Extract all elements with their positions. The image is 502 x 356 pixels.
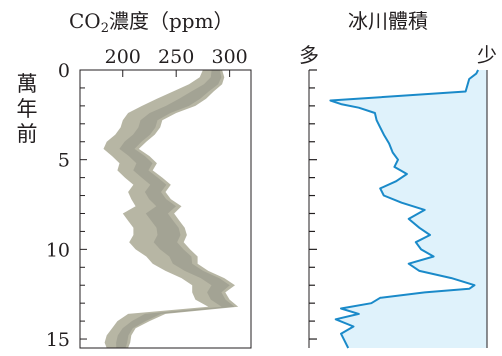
co2-band-core [116,70,235,348]
ice-chart-title: 冰川體積 [348,9,428,33]
co2-y-tick-label: 0 [58,60,70,82]
co2-y-tick-label: 15 [46,329,70,351]
ice-axis-ticks [309,69,317,340]
co2-plot-frame [79,69,252,349]
co2-x-tick-label: 200 [105,46,141,68]
ice-panel: 多 少 [299,43,497,349]
ice-volume-line [329,69,479,349]
ice-axis-label-more: 多 [299,43,319,67]
co2-x-tick-label: 300 [211,46,247,68]
co2-y-tick-label: 5 [58,150,70,172]
co2-x-tick-label: 250 [158,46,194,68]
ice-volume-fill [330,70,487,348]
co2-chart-title: CO2濃度（ppm） [69,9,234,36]
co2-axis-ticks: 200 250 300 0 5 10 15 [46,46,248,351]
co2-panel: 200 250 300 0 5 10 15 萬年前 [17,46,252,351]
co2-y-axis-label: 萬年前 [17,72,38,146]
ice-axis-label-less: 少 [477,43,497,67]
co2-y-tick-label: 10 [46,239,70,261]
